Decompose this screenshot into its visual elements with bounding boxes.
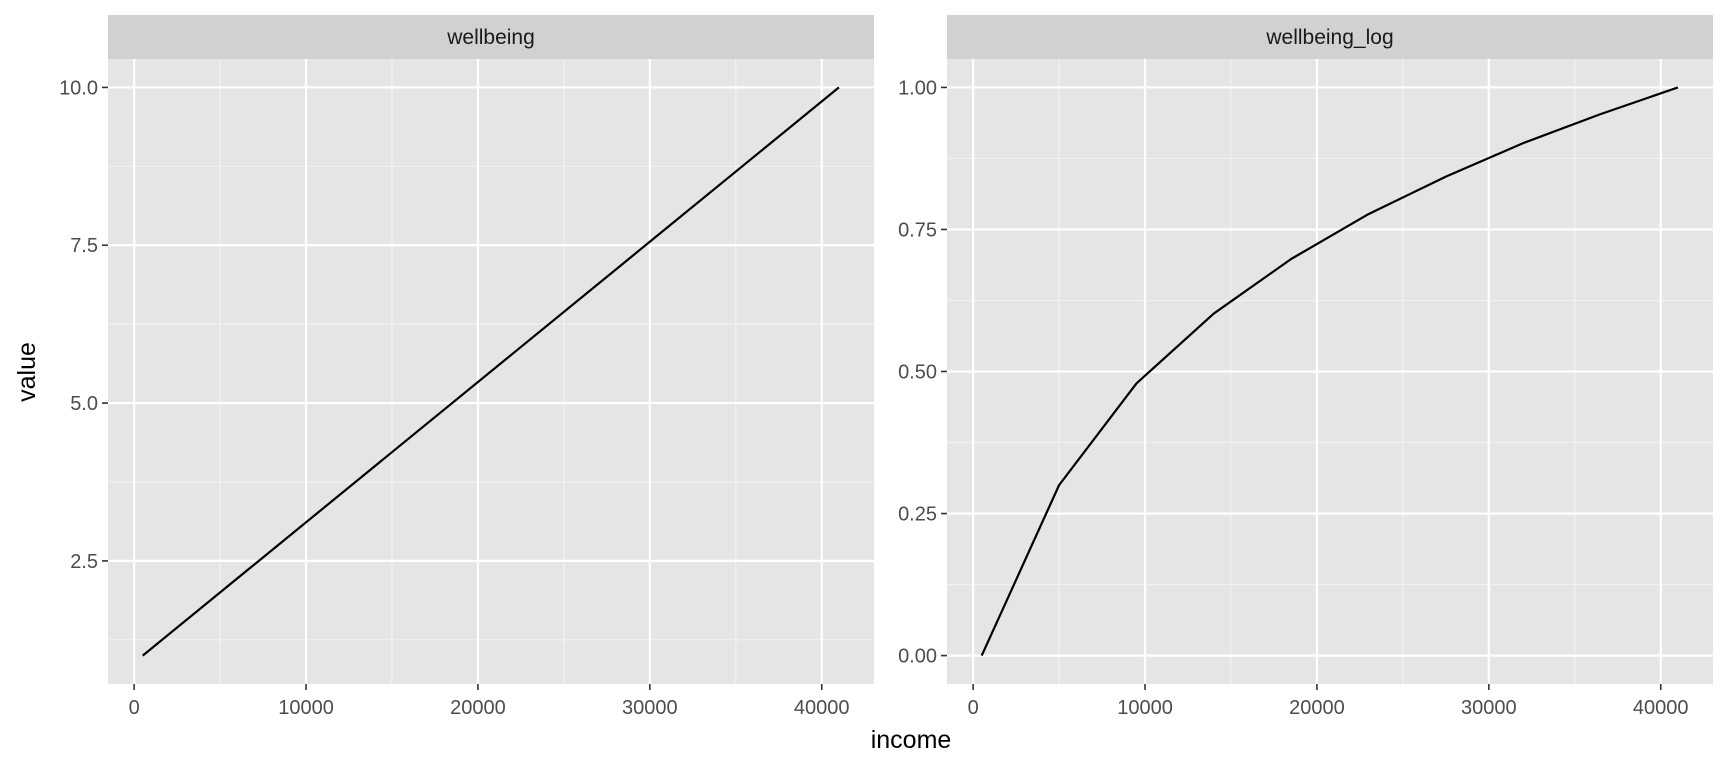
x-axis-title: income [871, 726, 952, 754]
y-tick-label: 7.5 [70, 235, 98, 257]
x-tick-label: 10000 [278, 697, 334, 719]
facet-strip [108, 15, 874, 59]
panel-1: wellbeing 0 10000 20000 30000 40000 2.5 5.0 7.5 1… [59, 15, 874, 719]
x-tick-label: 40000 [1633, 697, 1689, 719]
x-tick-label: 0 [129, 697, 140, 719]
y-tick-label: 0.25 [898, 504, 937, 526]
facet-title: wellbeing [446, 26, 535, 49]
x-tick-label: 30000 [622, 697, 678, 719]
facet-title: wellbeing_log [1265, 26, 1393, 49]
series-line [142, 86, 840, 657]
y-tick-label: 1.00 [898, 77, 937, 99]
y-tick-label: 0.00 [898, 646, 937, 668]
x-tick-label: 40000 [794, 697, 850, 719]
y-tick-label: 0.50 [898, 362, 937, 384]
x-tick-label: 0 [968, 697, 979, 719]
y-tick-label: 2.5 [70, 551, 98, 573]
y-tick-label: 5.0 [70, 393, 98, 415]
x-tick-label: 20000 [450, 697, 506, 719]
panels-layer: wellbeing 0 10000 20000 30000 40000 2.5 5.0 7.5 1… [59, 15, 1713, 719]
x-tick-label: 20000 [1289, 697, 1345, 719]
x-tick-label: 30000 [1461, 697, 1517, 719]
facet-strip [947, 15, 1713, 59]
y-tick-label: 0.75 [898, 219, 937, 241]
y-axis-title: value [13, 342, 41, 402]
y-tick-label: 10.0 [59, 77, 98, 99]
series-line [980, 86, 1679, 657]
panel-2: wellbeing_log 0 10000 20000 30000 40000 0.00 0.… [898, 15, 1713, 719]
x-tick-label: 10000 [1117, 697, 1173, 719]
